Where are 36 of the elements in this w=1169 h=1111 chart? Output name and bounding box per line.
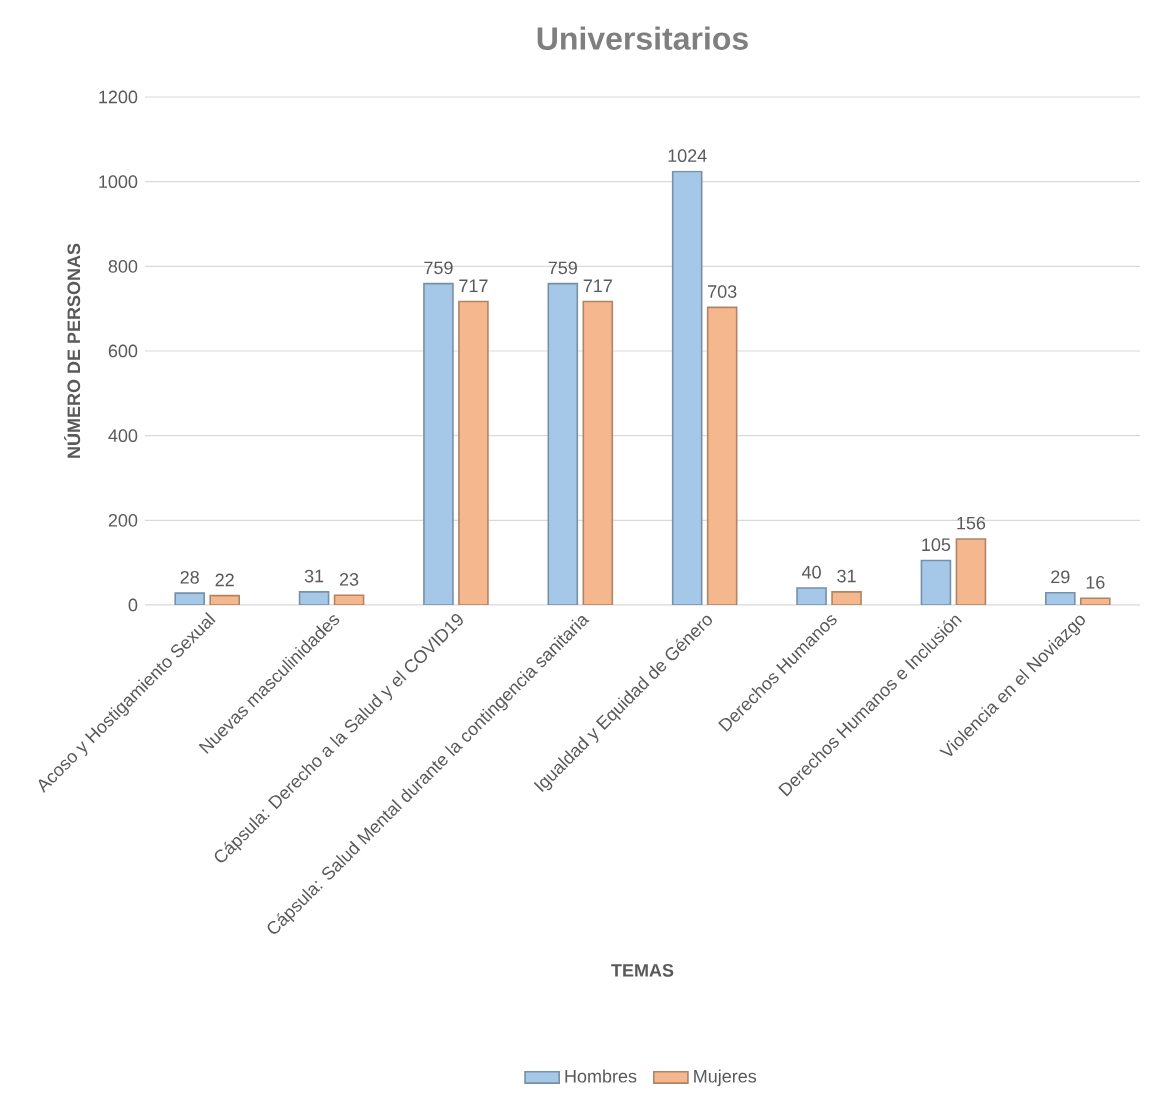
- x-axis-title: TEMAS: [611, 963, 674, 977]
- bar: [955, 538, 987, 605]
- data-label: 1024: [668, 149, 707, 163]
- bar: [582, 300, 614, 605]
- data-label: 29: [1051, 570, 1070, 584]
- data-label: 31: [304, 569, 324, 583]
- y-tick-label: 400: [108, 429, 138, 443]
- y-tick-label: 1000: [99, 175, 138, 189]
- data-label: 759: [424, 261, 453, 275]
- legend-label: Mujeres: [694, 1069, 757, 1087]
- y-tick-label: 1200: [99, 90, 138, 104]
- bar: [458, 300, 489, 605]
- data-label: 759: [548, 261, 577, 275]
- legend-label: Hombres: [565, 1069, 637, 1083]
- bar: [547, 282, 579, 605]
- data-label: 22: [215, 573, 234, 587]
- data-label: 16: [1086, 576, 1105, 589]
- y-axis-title: NÚMERO DE PERSONAS: [64, 243, 81, 458]
- data-label: 105: [922, 538, 951, 552]
- data-label: 31: [837, 569, 856, 583]
- y-tick-label: 0: [128, 598, 138, 612]
- y-tick-label: 600: [108, 344, 138, 358]
- bar: [920, 559, 952, 605]
- y-tick-label: 800: [108, 259, 138, 273]
- data-label: 28: [180, 570, 199, 584]
- data-label: 703: [708, 285, 737, 298]
- bar: [423, 282, 454, 605]
- data-label: 23: [339, 573, 359, 586]
- data-label: 717: [459, 279, 488, 292]
- y-tick-label: 200: [108, 513, 138, 527]
- data-label: 40: [801, 565, 821, 579]
- bar: [671, 170, 703, 605]
- bar: [706, 306, 738, 605]
- data-label: 156: [957, 516, 986, 530]
- chart-title: Universitarios: [537, 26, 748, 50]
- data-label: 717: [583, 279, 612, 292]
